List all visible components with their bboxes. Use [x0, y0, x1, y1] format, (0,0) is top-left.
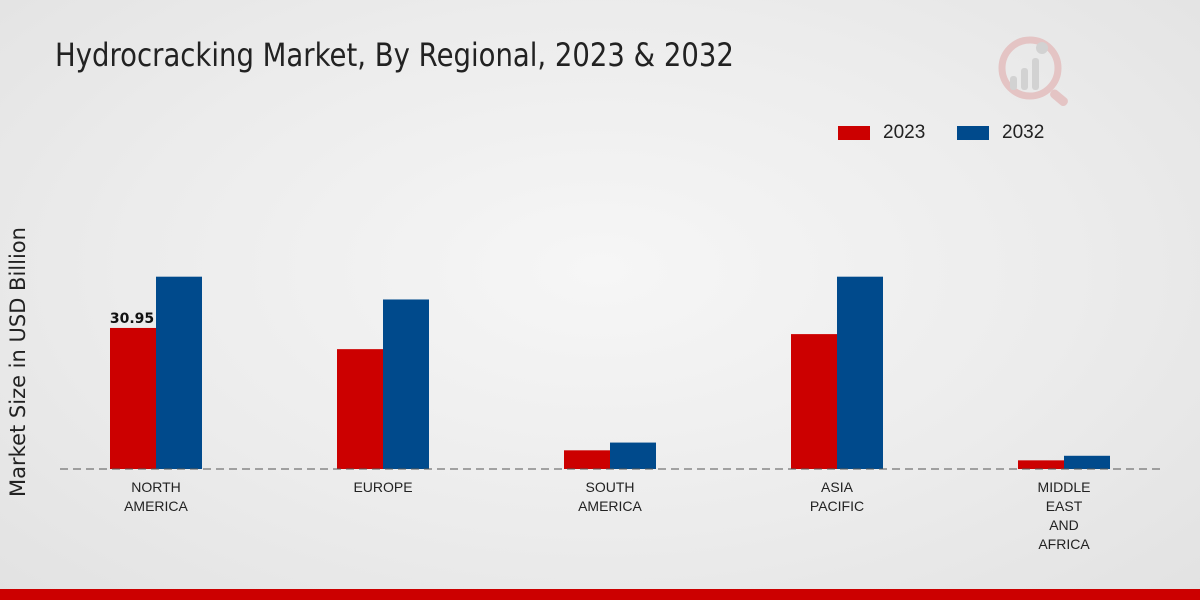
x-tick-label-line: AND — [1049, 517, 1079, 533]
x-tick-label-line: NORTH — [131, 479, 181, 495]
x-tick-label-1: EUROPE — [353, 479, 412, 495]
x-tick-label-line: EAST — [1046, 498, 1083, 514]
bar-2032-3 — [837, 276, 883, 469]
legend-swatch-2023 — [838, 126, 870, 140]
x-tick-label-2: SOUTH AMERICA — [578, 479, 642, 514]
brand-logo-icon — [998, 36, 1068, 107]
x-tick-label-3: ASIA PACIFIC — [810, 479, 864, 514]
bar-2023-1 — [337, 349, 383, 469]
data-label-0: 30.95 — [110, 311, 154, 327]
footer-bar — [0, 589, 1200, 600]
bar-2023-0 — [110, 327, 156, 469]
x-tick-label-line: ASIA — [821, 479, 854, 495]
x-tick-label-0: NORTH AMERICA — [124, 479, 188, 514]
bar-2023-4 — [1018, 460, 1064, 469]
x-tick-label-line: AMERICA — [578, 498, 642, 514]
bar-2023-3 — [791, 334, 837, 469]
bar-2032-1 — [383, 299, 429, 469]
legend-label-2023: 2023 — [883, 122, 926, 143]
bar-2032-2 — [610, 442, 656, 469]
bar-2023-2 — [564, 450, 610, 469]
chart-title: Hydrocracking Market, By Regional, 2023 … — [55, 36, 734, 74]
x-tick-label-line: MIDDLE — [1038, 479, 1091, 495]
legend-swatch-2032 — [957, 126, 989, 140]
bar-2032-4 — [1064, 455, 1110, 469]
x-tick-label-line: SOUTH — [586, 479, 635, 495]
x-tick-label-line: AMERICA — [124, 498, 188, 514]
x-tick-label-line: AFRICA — [1038, 536, 1090, 552]
bar-2032-0 — [156, 276, 202, 469]
legend-label-2032: 2032 — [1002, 122, 1045, 143]
x-tick-label-line: EUROPE — [353, 479, 412, 495]
x-tick-label-line: PACIFIC — [810, 498, 864, 514]
x-tick-label-4: MIDDLE EAST AND AFRICA — [1038, 479, 1091, 552]
